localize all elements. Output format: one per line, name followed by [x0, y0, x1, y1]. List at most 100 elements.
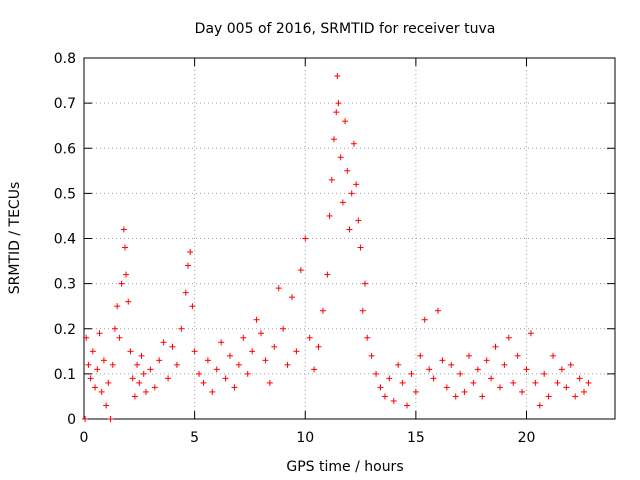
data-point [581, 388, 588, 395]
data-point [558, 366, 565, 373]
data-point [479, 393, 486, 400]
x-tick-label: 15 [407, 430, 425, 446]
data-point [253, 316, 260, 323]
axis-ticks [83, 57, 615, 420]
y-tick-labels: 0 0.1 0.2 0.3 0.4 0.5 0.6 0.7 0.8 [54, 51, 76, 428]
data-point [204, 357, 211, 364]
data-point [100, 357, 107, 364]
data-point [404, 402, 411, 409]
data-point [94, 366, 101, 373]
data-point [169, 343, 176, 350]
data-point [288, 294, 295, 301]
data-point [399, 379, 406, 386]
data-point [331, 136, 338, 143]
data-point [461, 388, 468, 395]
data-point [514, 352, 521, 359]
data-point [127, 348, 134, 355]
y-tick-label: 0.4 [54, 232, 76, 248]
data-point [182, 289, 189, 296]
data-point [92, 384, 99, 391]
data-point [151, 384, 158, 391]
data-point [196, 370, 203, 377]
data-point [116, 334, 123, 341]
data-point [191, 348, 198, 355]
data-point [96, 330, 103, 337]
data-point [118, 280, 125, 287]
data-point [523, 366, 530, 373]
data-point [87, 375, 94, 382]
data-point [249, 348, 256, 355]
data-point [483, 357, 490, 364]
data-point [386, 375, 393, 382]
data-point [439, 357, 446, 364]
data-point [355, 217, 362, 224]
data-point [83, 334, 90, 341]
data-point [328, 176, 335, 183]
y-tick-label: 0.8 [54, 51, 76, 67]
x-tick-labels: 0 5 10 15 20 [80, 430, 536, 446]
y-tick-label: 0 [67, 412, 76, 428]
data-point [348, 190, 355, 197]
data-point [510, 379, 517, 386]
data-point [140, 370, 147, 377]
data-point [350, 140, 357, 147]
data-point [339, 199, 346, 206]
data-point [457, 370, 464, 377]
data-point [114, 303, 121, 310]
grid [84, 58, 615, 419]
x-tick-label: 5 [190, 430, 199, 446]
data-point [361, 280, 368, 287]
data-point [189, 303, 196, 310]
data-point [111, 325, 118, 332]
data-point [311, 366, 318, 373]
data-point [357, 244, 364, 251]
data-point [280, 325, 287, 332]
data-point [85, 361, 92, 368]
data-point [567, 361, 574, 368]
data-point [178, 325, 185, 332]
data-point [136, 379, 143, 386]
data-point [187, 249, 194, 256]
chart-title: Day 005 of 2016, SRMTID for receiver tuv… [195, 21, 496, 37]
data-point [344, 167, 351, 174]
data-point [381, 393, 388, 400]
data-point [297, 267, 304, 274]
data-point [353, 181, 360, 188]
data-point [501, 361, 508, 368]
data-point [496, 384, 503, 391]
data-point [103, 402, 110, 409]
y-tick-label: 0.6 [54, 141, 76, 157]
data-point [585, 379, 592, 386]
data-point [284, 361, 291, 368]
y-axis-label: SRMTID / TECUs [7, 182, 23, 295]
data-point [541, 370, 548, 377]
data-point [390, 397, 397, 404]
data-point [563, 384, 570, 391]
data-point [448, 361, 455, 368]
data-point [231, 384, 238, 391]
data-point [165, 375, 172, 382]
data-point [421, 316, 428, 323]
data-point [275, 285, 282, 292]
data-point [364, 334, 371, 341]
data-point [532, 379, 539, 386]
data-point [333, 109, 340, 116]
data-point [235, 361, 242, 368]
data-point [335, 100, 342, 107]
data-point [527, 330, 534, 337]
data-point [443, 384, 450, 391]
data-point [200, 379, 207, 386]
data-point [222, 375, 229, 382]
data-point [262, 357, 269, 364]
data-point [470, 379, 477, 386]
x-axis-label: GPS time / hours [286, 459, 403, 475]
data-point [244, 370, 251, 377]
data-point [412, 388, 419, 395]
data-point [452, 393, 459, 400]
data-point [227, 352, 234, 359]
data-point [271, 343, 278, 350]
data-point [213, 366, 220, 373]
data-points [82, 73, 592, 422]
y-tick-label: 0.7 [54, 96, 76, 112]
data-point [293, 348, 300, 355]
